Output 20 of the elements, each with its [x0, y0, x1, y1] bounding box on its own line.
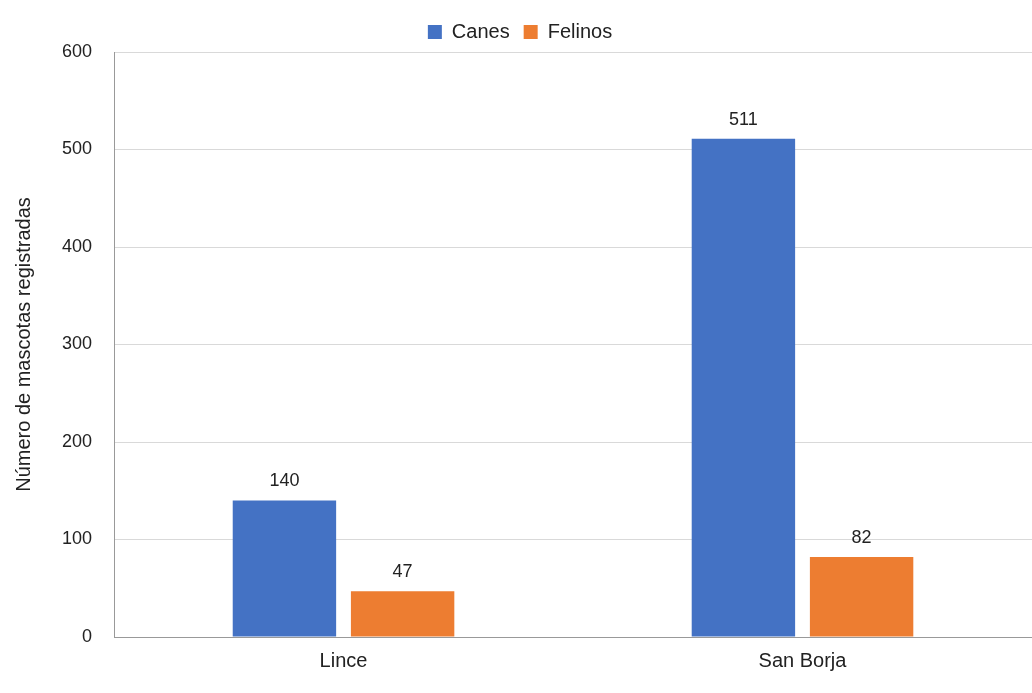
data-label: 511	[729, 108, 758, 129]
y-tick-label: 300	[61, 333, 93, 354]
x-tick-label: Lince	[319, 648, 368, 671]
y-tick-label: 100	[61, 528, 93, 549]
y-tick-label: 400	[61, 235, 93, 256]
data-label: 140	[269, 470, 300, 491]
y-tick-label: 200	[61, 430, 93, 451]
y-tick-label: 600	[61, 40, 93, 61]
x-tick-label: San Borja	[758, 648, 848, 671]
bar	[350, 591, 455, 637]
legend-label: Canes	[451, 19, 510, 42]
y-axis-title: Número de mascotas registradas	[11, 197, 34, 492]
y-tick-label: 500	[61, 138, 93, 159]
bar	[691, 138, 796, 637]
legend-label: Felinos	[547, 19, 613, 42]
data-label: 82	[851, 527, 872, 548]
data-label: 47	[392, 561, 413, 582]
bar	[809, 557, 914, 637]
y-tick-label: 0	[82, 625, 93, 646]
bar	[232, 500, 337, 637]
